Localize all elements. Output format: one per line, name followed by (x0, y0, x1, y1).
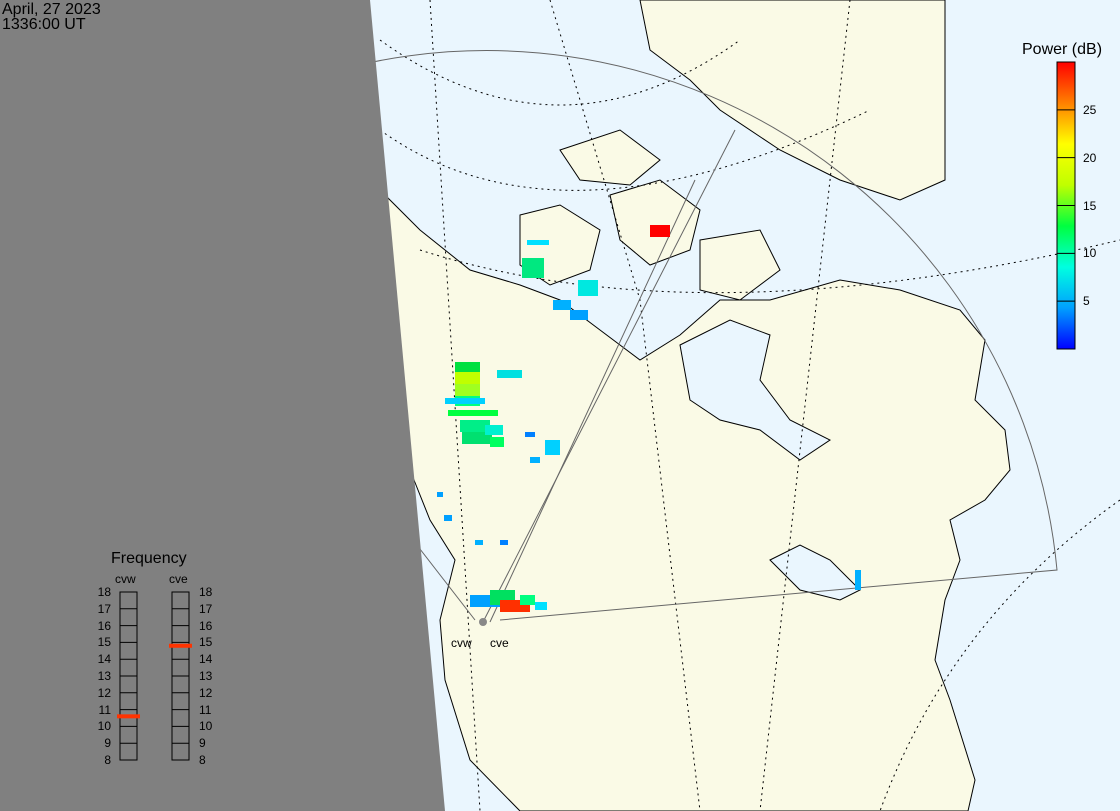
frequency-tick-label: 12 (199, 685, 213, 700)
frequency-tick-label: 16 (199, 618, 213, 633)
frequency-tick-label: 15 (199, 635, 213, 650)
frequency-tick-label: 13 (97, 669, 111, 683)
frequency-tick-label: 17 (97, 601, 111, 616)
radar-name-cvw: cvw (115, 572, 136, 586)
scatter-cell (462, 432, 492, 444)
scatter-cell (578, 280, 598, 296)
scatter-cell (455, 372, 480, 384)
arctic-island (699, 229, 781, 301)
scatter-cell (527, 240, 549, 245)
scatter-cell (448, 410, 498, 416)
frequency-tick-label: 17 (199, 601, 213, 616)
scatter-cell (497, 370, 522, 378)
scatter-cell (475, 540, 483, 545)
scatter-cell (455, 384, 480, 396)
scatter-cell (535, 602, 547, 610)
hudson-bay (679, 319, 831, 461)
frequency-tick-label: 16 (97, 618, 111, 633)
map-label-cve: cve (490, 636, 509, 650)
scatter-cell (553, 300, 571, 310)
scatter-cell (855, 570, 861, 590)
scatter-cells (437, 225, 861, 612)
colorbar-tick-label: 10 (1083, 246, 1097, 261)
scatter-cell (545, 440, 560, 455)
scatter-cell (445, 398, 485, 404)
frequency-tick-label: 9 (104, 736, 111, 751)
frequency-title: Frequency (111, 550, 187, 567)
colorbar-title: Power (dB) (1022, 41, 1103, 58)
scatter-cell (520, 595, 535, 605)
colorbar-tick-label: 15 (1083, 198, 1097, 213)
colorbar-tick-label: 5 (1083, 294, 1090, 309)
arctic-island (559, 129, 661, 186)
date-label: April, 27 2023 (2, 1, 101, 18)
frequency-tick-label: 18 (199, 585, 213, 599)
frequency-marker (169, 643, 192, 648)
scatter-cell (460, 420, 490, 432)
greenland (639, 0, 946, 201)
graticule (379, 0, 1120, 811)
scatter-cell (437, 492, 443, 497)
scatter-cell (490, 437, 504, 447)
scatter-cell (530, 457, 540, 463)
scatter-cell (500, 540, 508, 545)
frequency-tick-label: 15 (97, 635, 111, 650)
frequency-tick-label: 14 (199, 652, 213, 667)
frequency-tick-label: 9 (199, 736, 206, 751)
radar-name-cve: cve (169, 572, 188, 586)
frequency-tick-label: 14 (97, 652, 111, 667)
frequency-panel (117, 591, 192, 761)
frequency-tick-label: 11 (98, 702, 111, 717)
scatter-cell (522, 258, 544, 278)
frequency-tick-label: 8 (199, 753, 206, 767)
map-label-cvw: cvw (451, 636, 472, 650)
frequency-marker (117, 714, 140, 719)
frequency-tick-label: 13 (199, 669, 213, 683)
time-label: 1336:00 UT (2, 16, 86, 33)
frequency-tick-label: 10 (199, 719, 213, 734)
frequency-tick-label: 12 (97, 685, 111, 700)
frequency-tick-label: 8 (104, 753, 111, 767)
scatter-cell (455, 362, 480, 374)
colorbar-tick-label: 20 (1083, 150, 1097, 165)
night-shade (0, 0, 445, 811)
power-colorbar (1056, 61, 1076, 350)
colorbar-tick-label: 25 (1083, 102, 1097, 117)
frequency-tick-label: 11 (199, 702, 212, 717)
arctic-island (609, 179, 701, 266)
scatter-cell (444, 515, 452, 521)
frequency-tick-label: 18 (97, 585, 111, 599)
radar-site-marker (479, 618, 487, 626)
scatter-cell (570, 310, 588, 320)
frequency-tick-label: 10 (97, 719, 111, 734)
scatter-cell (525, 432, 535, 437)
scatter-cell (485, 425, 503, 435)
scatter-cell (650, 225, 670, 237)
